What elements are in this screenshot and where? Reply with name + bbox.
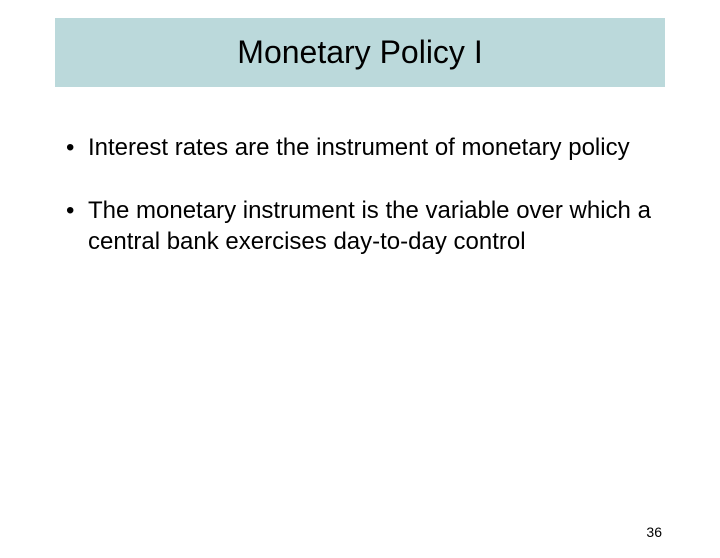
slide-content: Interest rates are the instrument of mon… (60, 132, 660, 258)
slide-title: Monetary Policy I (65, 34, 655, 71)
bullet-list: Interest rates are the instrument of mon… (60, 132, 660, 258)
slide-title-bar: Monetary Policy I (55, 18, 665, 87)
bullet-item: Interest rates are the instrument of mon… (60, 132, 660, 163)
bullet-item: The monetary instrument is the variable … (60, 195, 660, 257)
page-number: 36 (646, 524, 662, 540)
